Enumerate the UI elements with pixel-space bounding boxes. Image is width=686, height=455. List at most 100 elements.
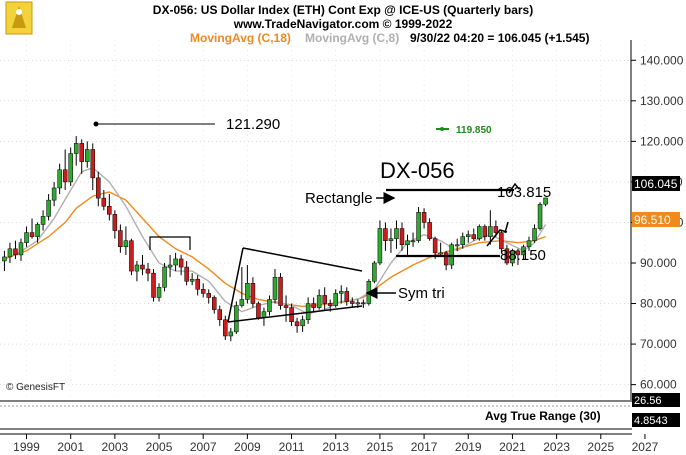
x-tick-label: 2009	[234, 440, 261, 454]
candle-body	[46, 199, 51, 217]
candle-body	[410, 240, 416, 243]
x-tick-label: 2021	[499, 440, 526, 454]
candle-body	[156, 287, 162, 298]
watermark: © GenesisFT	[6, 382, 65, 393]
candle-body	[361, 302, 366, 305]
candle-body	[184, 266, 189, 282]
x-tick-label: 2013	[322, 440, 349, 454]
y-tick-label: 120.000	[640, 134, 684, 148]
candle-body	[394, 228, 399, 239]
atr-last-value: 4.8543	[634, 415, 668, 427]
candle-body	[449, 244, 454, 266]
timestamp-value: 9/30/22 04:20 = 106.045 (+1.545)	[410, 31, 589, 45]
x-tick-label: 2003	[102, 440, 129, 454]
candle-body	[35, 224, 40, 237]
candle-body	[377, 228, 383, 264]
candle-body	[344, 291, 350, 302]
candle-body	[294, 321, 300, 327]
y-tick-label: 140.000	[640, 53, 684, 67]
last-price-value: 106.045	[634, 177, 678, 191]
ma8-path	[15, 166, 547, 315]
candle-body	[57, 169, 62, 189]
candle-body	[488, 226, 493, 237]
y-tick-label: 130.000	[640, 94, 684, 108]
x-tick-label: 2017	[411, 440, 438, 454]
candle-body	[493, 226, 499, 233]
candle-body	[84, 149, 90, 162]
y-tick-label: 80.000	[640, 297, 677, 311]
candle-body	[239, 299, 245, 306]
candle-body	[504, 248, 510, 264]
symtri-lower-line	[227, 305, 363, 323]
y-tick-label: 60.000	[640, 378, 677, 392]
candle-body	[200, 289, 206, 294]
x-axis-ticks: 1999 2001 2003 2005 2007 2009 2011 2013 2015 2017…	[0, 433, 659, 454]
candle-body	[13, 248, 18, 256]
candle-body	[267, 299, 272, 312]
candle-body	[477, 226, 482, 239]
candle-body	[278, 276, 283, 306]
candle-body	[333, 293, 338, 306]
candle-body	[383, 228, 388, 241]
candle-body	[339, 291, 344, 294]
ma-price-value: 96.510	[634, 213, 671, 227]
atr-panel: 26.56 Avg True Range (30) 4.8543	[0, 393, 680, 430]
candle-body	[300, 319, 305, 327]
candle-body	[206, 293, 211, 298]
candle-body	[189, 278, 195, 282]
rect-bottom-label: 88.150	[500, 247, 546, 264]
grid-lines	[0, 40, 646, 400]
candle-body	[145, 268, 151, 274]
x-tick-label: 1999	[13, 440, 40, 454]
atr-top-value: 26.56	[634, 395, 662, 407]
ma8-legend: MovingAvg (C,8)	[305, 31, 399, 45]
candle-body	[388, 238, 394, 241]
candle-body	[454, 244, 460, 247]
candle-body	[29, 232, 35, 237]
candle-body	[40, 216, 46, 225]
candle-body	[96, 177, 101, 199]
candle-body	[432, 238, 438, 254]
trade-navigator-logo-icon	[5, 1, 33, 35]
symtri-base	[227, 247, 244, 323]
candle-body	[118, 230, 123, 248]
candle-body	[250, 283, 256, 304]
candle-body	[405, 240, 410, 245]
candle-body	[460, 236, 465, 245]
symtri-label: Sym tri	[398, 285, 445, 302]
pattern-annotations: 121.290 Sym tri Rectangle 103.815 88.150…	[93, 116, 551, 323]
x-tick-label: 2005	[146, 440, 173, 454]
flag-lines	[486, 229, 508, 247]
candle-body	[521, 246, 526, 256]
candle-body	[90, 149, 96, 179]
candle-body	[173, 258, 178, 266]
candle-body	[151, 272, 156, 298]
x-tick-label: 2015	[367, 440, 394, 454]
x-tick-label: 2019	[455, 440, 482, 454]
candle-body	[223, 319, 228, 337]
atr-label: Avg True Range (30)	[485, 409, 601, 423]
candle-body	[327, 303, 333, 306]
high-dot	[93, 121, 99, 127]
ma8-line	[15, 166, 547, 315]
candle-body	[2, 256, 7, 262]
candle-body	[421, 212, 427, 223]
candle-body	[112, 214, 118, 231]
candle-body	[350, 301, 355, 304]
candle-body	[68, 153, 73, 183]
candle-body	[543, 197, 548, 205]
x-tick-label: 2001	[57, 440, 84, 454]
chart-subtitle: www.TradeNavigator.com © 1999-2022	[233, 17, 453, 31]
candle-body	[416, 212, 421, 241]
y-tick-label: 90.000	[640, 256, 677, 270]
candle-body	[123, 240, 129, 248]
x-tick-label: 2025	[587, 440, 614, 454]
candle-body	[311, 303, 316, 308]
candle-body	[101, 197, 107, 207]
candle-body	[316, 295, 322, 308]
candle-body	[482, 226, 488, 237]
x-tick-label: 2027	[632, 440, 659, 454]
candle-body	[18, 242, 24, 256]
high-label: 121.290	[226, 116, 280, 133]
